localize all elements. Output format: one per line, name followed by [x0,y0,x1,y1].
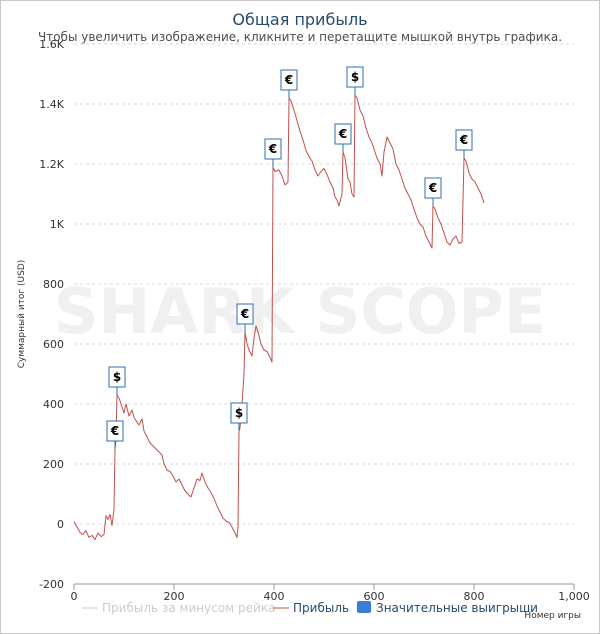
y-tick-label: -200 [39,578,64,591]
flag-label: € [110,424,119,438]
x-axis-title: Номер игры [524,611,581,621]
flags: € $ $ € € € € $ € € [106,66,473,449]
dollar-flag-icon[interactable]: $ [346,66,364,95]
dollar-flag-icon[interactable]: $ [108,366,126,395]
flag-box [108,366,126,388]
y-tick-label: 1.4K [39,98,64,111]
y-tick-label: 1K [50,218,65,231]
legend-box-icon [357,601,371,613]
x-tick-label: 200 [164,590,185,603]
axes: -200 0 200 400 600 800 1K 1.2K 1.4K 1.6K 0 200 400 60… [39,38,590,603]
chart-title: Общая прибыль [232,10,367,29]
flag-box [236,303,254,325]
flag-label: $ [351,70,359,84]
legend-item[interactable]: Прибыль за минусом рейка [82,601,275,615]
y-tick-label: 800 [43,278,64,291]
flag-label: € [428,181,437,195]
legend-item[interactable]: Прибыль [273,601,349,615]
x-tick-label: 600 [364,590,385,603]
euro-flag-icon[interactable]: € [264,138,282,167]
legend[interactable]: Прибыль за минусом рейка Прибыль Значитель… [82,601,538,615]
euro-flag-icon[interactable]: € [334,123,352,152]
x-tick-label: 800 [464,590,485,603]
flag-box [264,138,282,160]
legend-item[interactable]: Значительные выигрыши [357,601,538,615]
flag-box [346,66,364,88]
euro-flag-icon[interactable]: € [106,420,124,449]
euro-flag-icon[interactable]: € [424,177,442,206]
y-tick-label: 0 [57,518,64,531]
flag-box [280,69,298,91]
euro-flag-icon[interactable]: € [455,129,473,158]
chart-subtitle: Чтобы увеличить изображение, кликните и … [38,30,562,44]
dollar-flag-icon[interactable]: $ [230,402,248,431]
legend-label: Прибыль [293,601,349,615]
flag-label: € [338,127,347,141]
y-tick-label: 200 [43,458,64,471]
flag-label: $ [113,370,121,384]
flag-box [424,177,442,199]
flag-box [230,402,248,424]
flag-box [334,123,352,145]
euro-flag-icon[interactable]: € [236,303,254,332]
flag-label: € [240,307,249,321]
x-tick-label: 0 [71,590,78,603]
x-tick-label: 400 [264,590,285,603]
legend-label: Прибыль за минусом рейка [102,601,275,615]
legend-label: Значительные выигрыши [376,601,538,615]
y-tick-label: 1.6K [39,38,64,51]
y-axis-title: Суммарный итог (USD) [17,260,27,369]
flag-box [455,129,473,151]
series-area [73,94,485,541]
flag-box [106,420,124,442]
euro-flag-icon[interactable]: € [280,69,298,98]
flag-label: € [284,73,293,87]
watermark: SHARK SCOPE [54,275,547,348]
flag-label: € [459,133,468,147]
flag-label: $ [235,406,243,420]
y-tick-label: 600 [43,338,64,351]
y-tick-label: 400 [43,398,64,411]
series-line-profit[interactable] [73,94,485,541]
y-tick-label: 1.2K [39,158,64,171]
x-tick-label: 1,000 [558,590,590,603]
flag-label: € [268,142,277,156]
